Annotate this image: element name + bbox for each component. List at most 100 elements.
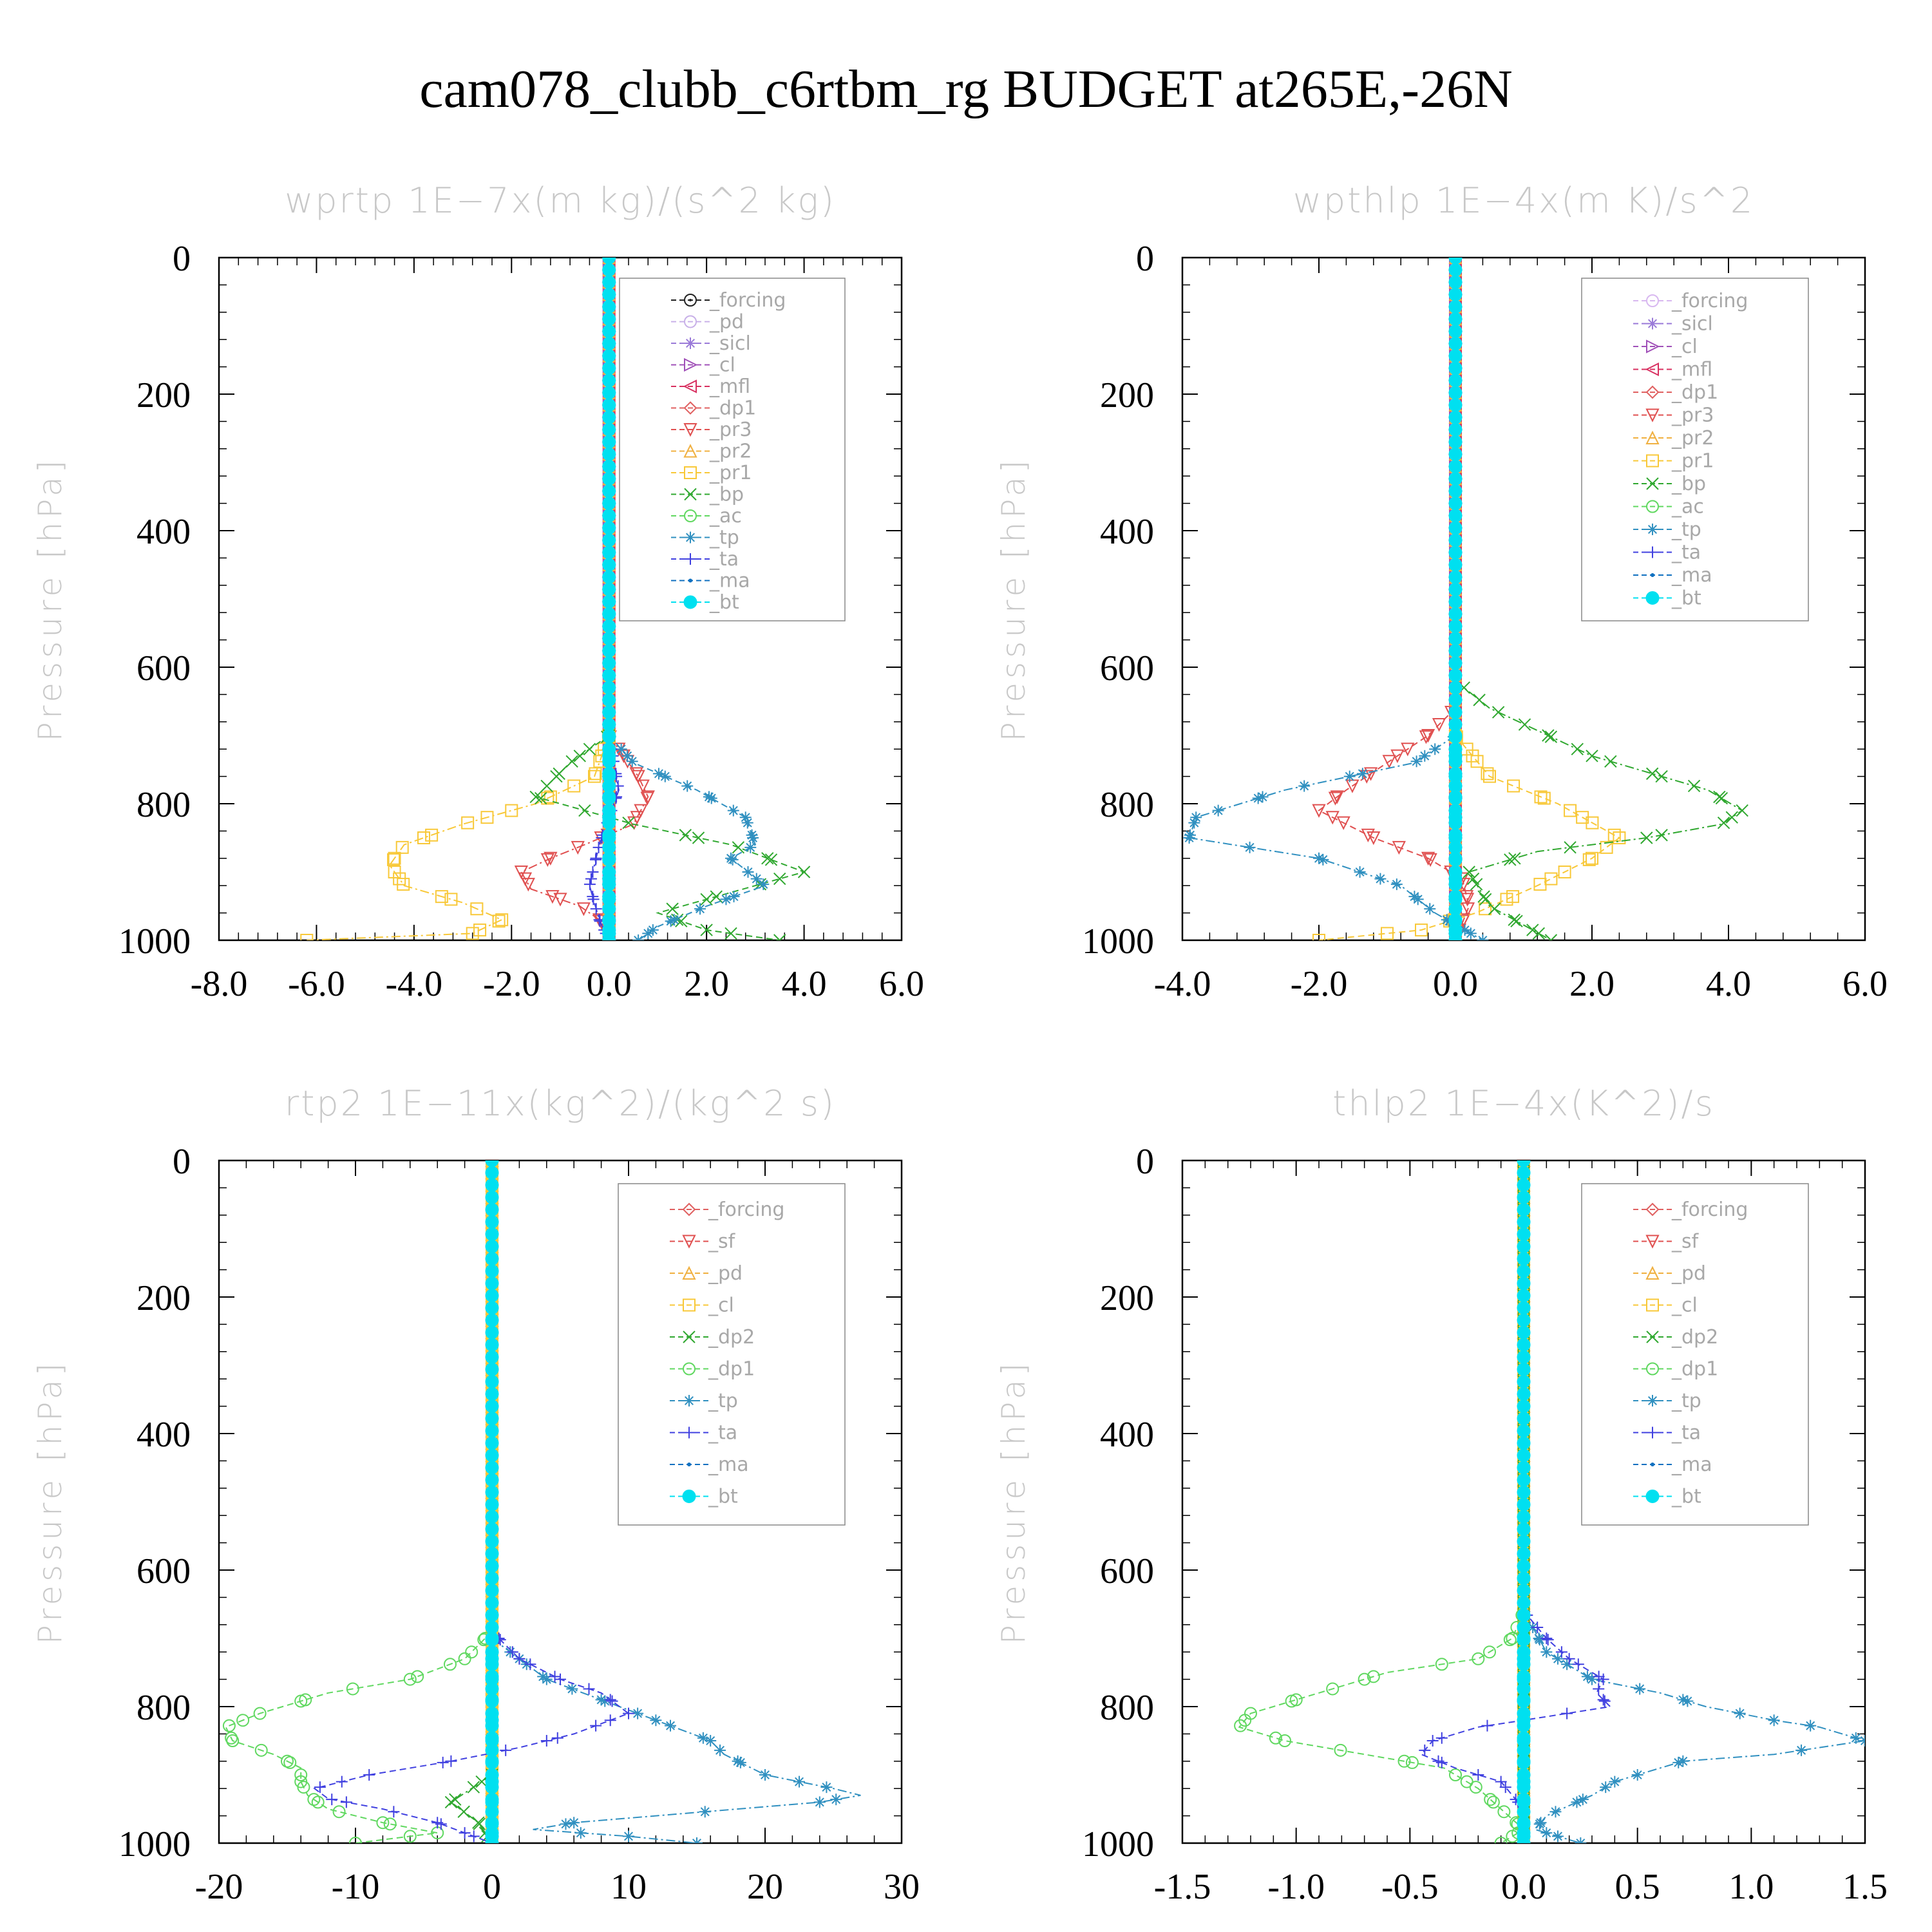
legend-marker bbox=[1645, 591, 1660, 605]
data-point bbox=[602, 872, 616, 886]
data-point bbox=[602, 705, 616, 719]
data-point bbox=[485, 1596, 499, 1611]
data-point bbox=[1517, 1767, 1531, 1781]
data-point bbox=[485, 1719, 499, 1733]
data-point bbox=[607, 366, 611, 370]
data-point bbox=[1448, 435, 1463, 449]
data-point bbox=[601, 681, 616, 695]
data-point bbox=[1450, 768, 1461, 780]
data-point bbox=[486, 1775, 498, 1788]
data-point bbox=[602, 435, 616, 449]
data-point bbox=[1448, 656, 1463, 670]
data-point bbox=[1517, 1313, 1531, 1327]
data-point bbox=[1449, 583, 1462, 596]
data-point bbox=[1517, 1754, 1531, 1768]
data-point bbox=[1507, 779, 1520, 793]
data-point bbox=[490, 1759, 494, 1763]
data-point bbox=[485, 1620, 499, 1634]
data-point bbox=[601, 582, 616, 596]
data-point bbox=[485, 1756, 499, 1770]
data-point bbox=[1448, 521, 1463, 535]
data-point bbox=[1450, 325, 1461, 337]
legend-label: _pr1 bbox=[709, 462, 752, 484]
data-point bbox=[1448, 619, 1463, 633]
data-point bbox=[1449, 545, 1463, 560]
data-point bbox=[1517, 1694, 1530, 1708]
data-point bbox=[1517, 1714, 1531, 1728]
data-point bbox=[602, 594, 616, 609]
data-point bbox=[607, 317, 611, 321]
data-point bbox=[627, 816, 641, 830]
data-point bbox=[1449, 729, 1462, 742]
data-point bbox=[490, 1822, 494, 1826]
data-point bbox=[1517, 1350, 1531, 1365]
data-point bbox=[1450, 706, 1461, 718]
data-point bbox=[1449, 923, 1462, 937]
data-point bbox=[1450, 632, 1461, 645]
data-point bbox=[602, 729, 616, 742]
data-point bbox=[602, 361, 616, 375]
data-point bbox=[473, 1817, 486, 1831]
data-point bbox=[602, 325, 616, 338]
data-point bbox=[602, 831, 616, 845]
data-point bbox=[602, 871, 616, 886]
data-point bbox=[1449, 497, 1462, 510]
data-point bbox=[505, 804, 518, 817]
data-point bbox=[602, 804, 616, 818]
series-line bbox=[491, 1638, 861, 1843]
data-point bbox=[602, 374, 616, 387]
data-point bbox=[1522, 1748, 1526, 1752]
data-point bbox=[1448, 299, 1463, 314]
data-point bbox=[1454, 931, 1457, 936]
data-point bbox=[602, 435, 616, 449]
data-point bbox=[397, 878, 410, 891]
data-point bbox=[1450, 534, 1461, 546]
data-point bbox=[485, 1497, 499, 1511]
data-point bbox=[1448, 398, 1463, 412]
data-point bbox=[602, 770, 616, 783]
data-point bbox=[485, 1707, 499, 1721]
data-point bbox=[1522, 1822, 1526, 1826]
data-point-dot bbox=[607, 816, 611, 819]
data-point bbox=[603, 852, 615, 864]
data-point bbox=[1374, 873, 1387, 885]
data-point bbox=[1449, 607, 1462, 621]
data-point bbox=[1450, 817, 1461, 829]
data-point bbox=[602, 471, 616, 486]
data-point bbox=[1448, 914, 1462, 928]
data-point bbox=[602, 934, 616, 940]
data-point bbox=[1631, 1769, 1643, 1781]
data-point bbox=[1542, 1634, 1554, 1646]
data-point bbox=[1449, 595, 1462, 609]
data-point bbox=[595, 1694, 607, 1706]
data-point bbox=[1449, 643, 1463, 658]
y-tick-label: 400 bbox=[1100, 512, 1154, 552]
series-line bbox=[1238, 1611, 1525, 1843]
data-point bbox=[1450, 412, 1461, 424]
data-point bbox=[490, 1779, 494, 1784]
data-point bbox=[632, 1707, 644, 1719]
data-point bbox=[607, 341, 611, 346]
data-point bbox=[1517, 1780, 1531, 1794]
data-point bbox=[332, 1805, 346, 1819]
data-point bbox=[1432, 718, 1446, 732]
data-point bbox=[1449, 831, 1462, 844]
data-point bbox=[602, 570, 616, 584]
data-point bbox=[1450, 730, 1461, 741]
data-point bbox=[602, 804, 616, 817]
data-point bbox=[485, 1350, 499, 1364]
data-point bbox=[603, 350, 615, 362]
data-point bbox=[1448, 557, 1463, 571]
data-point bbox=[437, 1756, 449, 1768]
data-point bbox=[485, 1804, 499, 1819]
data-point bbox=[1517, 1731, 1531, 1745]
data-point bbox=[607, 734, 611, 737]
data-point bbox=[602, 545, 616, 559]
legend-marker bbox=[1651, 573, 1654, 577]
legend-label: _dp2 bbox=[1671, 1326, 1718, 1349]
data-point-dot bbox=[607, 625, 611, 628]
data-point bbox=[602, 263, 616, 277]
data-point bbox=[1517, 1240, 1530, 1253]
legend: _forcing_sicl_cl_mfl_dp1_pr3_pr2_pr1_bp_… bbox=[1581, 278, 1809, 621]
data-point bbox=[1450, 804, 1461, 817]
